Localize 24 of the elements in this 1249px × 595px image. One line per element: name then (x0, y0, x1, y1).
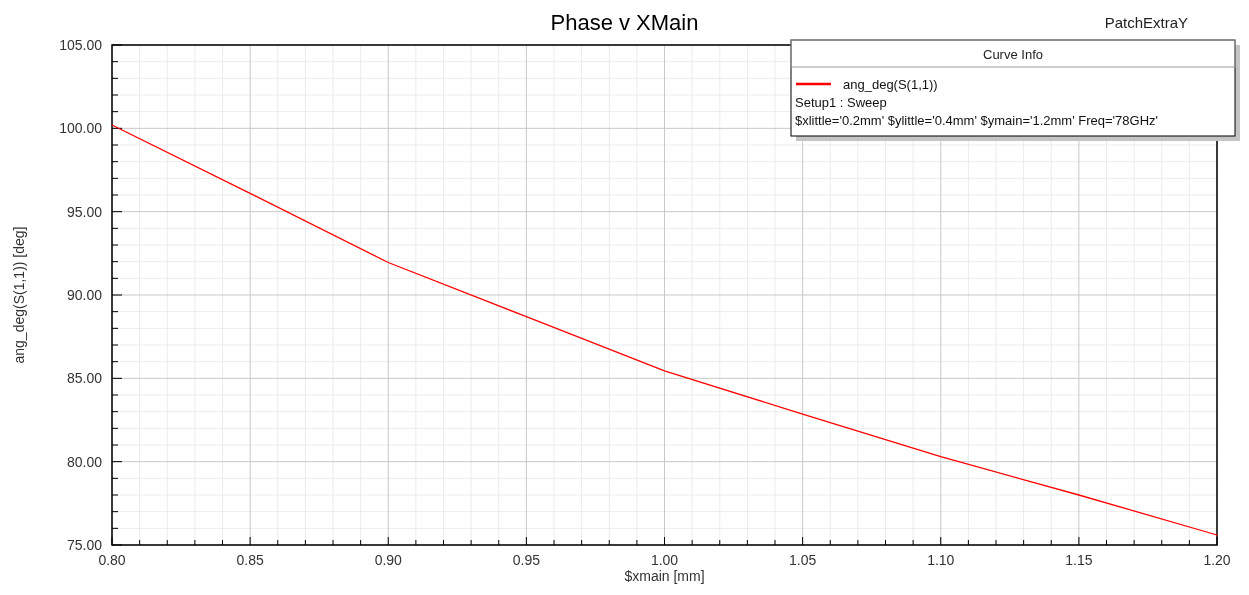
y-tick-label: 100.00 (59, 120, 103, 137)
y-tick-label: 75.00 (66, 537, 103, 553)
annotation: Setup1 : Sweep (795, 95, 887, 110)
x-axis-title: $xmain [mm] (624, 568, 705, 584)
x-tick-label: 0.80 (98, 552, 126, 568)
x-tick-label: 1.10 (927, 552, 955, 568)
x-tick-label: 1.05 (789, 552, 817, 568)
y-tick-label: 90.00 (66, 287, 103, 303)
chart-title: Phase v XMain (550, 10, 699, 35)
x-tick-label: 1.15 (1065, 552, 1093, 568)
x-tick-label: 1.20 (1203, 552, 1231, 568)
y-tick-label: 80.00 (66, 453, 103, 470)
legend-label: ang_deg(S(1,1)) (843, 77, 938, 92)
y-axis-title: ang_deg(S(1,1)) [deg] (11, 226, 27, 364)
text: PatchExtraY (1104, 14, 1188, 31)
x-tick-label: 1.00 (650, 552, 679, 568)
x-tick-label: 0.95 (512, 552, 541, 568)
x-tick-label: 0.85 (236, 552, 264, 568)
y-tick-label: 85.00 (66, 370, 103, 387)
y-tick-label: 105.00 (59, 37, 103, 53)
annotation: $xlittle='0.2mm' $ylittle='0.4mm' $ymain='1.2mm' Freq='78GHz' (795, 113, 1159, 128)
legend-title: Curve Info (983, 47, 1043, 62)
x-tick-label: 0.90 (374, 552, 403, 568)
y-tick-label: 95.00 (66, 203, 103, 220)
